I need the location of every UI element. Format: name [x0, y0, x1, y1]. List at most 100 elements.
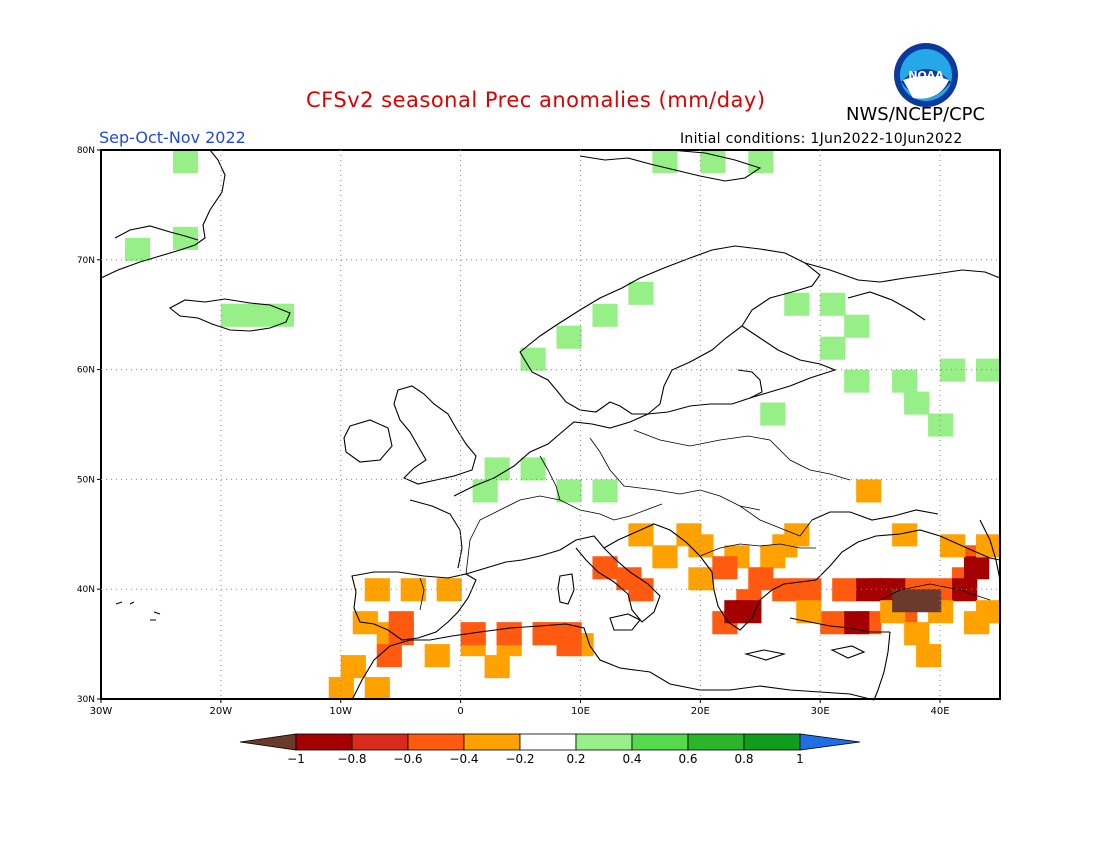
north-africa-coast	[351, 623, 875, 701]
anomaly-cell	[964, 556, 990, 580]
anomaly-cell	[556, 325, 582, 349]
anomaly-cell	[592, 479, 618, 503]
anomaly-cell	[820, 611, 846, 635]
coastlines	[100, 149, 1001, 701]
lat-tick-label: 30N	[77, 695, 95, 705]
anomaly-cell	[772, 578, 798, 602]
anomaly-cell	[760, 402, 786, 426]
anomaly-cell	[652, 545, 678, 569]
lon-tick-label: 20E	[691, 706, 710, 717]
colorbar-label: 1	[796, 752, 804, 766]
colorbar-segment	[407, 733, 465, 751]
caspian-coast	[979, 519, 1001, 581]
balkan-coast	[603, 523, 817, 631]
colorbar-label: 0.8	[734, 752, 753, 766]
anomaly-cell	[520, 347, 546, 371]
anomaly-cell	[820, 292, 846, 316]
black-sea-north	[811, 509, 939, 521]
colorbar-segment	[463, 733, 521, 751]
anomaly-cell	[856, 479, 882, 503]
greenland-coast-2	[114, 225, 199, 241]
lon-tick-label: 30E	[811, 706, 830, 717]
anomaly-cell	[688, 567, 714, 591]
colorbar-label: 0.6	[678, 752, 697, 766]
italy-coast	[559, 535, 661, 623]
anomaly-cell	[520, 457, 546, 481]
axis-ticks: 30W 20W 10W 0 10E 20E 30E 40E 30N 40N 50N 60N 70N 80N	[77, 146, 950, 717]
colorbar-label: −0.6	[393, 752, 422, 766]
iceland-coast	[169, 298, 291, 332]
lon-tick-label: 10W	[329, 706, 352, 717]
anomaly-cell	[628, 281, 654, 305]
colorbar-segment	[687, 733, 745, 751]
colorbar-label: −0.2	[505, 752, 534, 766]
anomaly-cell	[820, 336, 846, 360]
black-sea-coast	[815, 529, 1001, 581]
azores	[115, 601, 161, 621]
anomaly-cell	[892, 589, 918, 613]
anomaly-cell	[376, 644, 402, 668]
colorbar-segment	[575, 733, 633, 751]
sardinia-coast	[557, 573, 575, 605]
season-label: Sep-Oct-Nov 2022	[99, 128, 246, 147]
anomaly-cell	[952, 578, 978, 602]
anomaly-cell	[796, 600, 822, 624]
noaa-logo: NOAA	[894, 43, 958, 107]
anomaly-cell	[676, 523, 702, 547]
cyprus-coast	[830, 645, 866, 659]
map-frame	[100, 149, 1001, 700]
anomaly-cell	[532, 622, 558, 646]
anomaly-cell	[892, 523, 918, 547]
lon-tick-label: 0	[457, 706, 463, 717]
anomaly-cell	[832, 578, 858, 602]
greenland-coast	[100, 149, 226, 279]
anomaly-cell	[124, 237, 151, 261]
anomaly-cell	[748, 150, 774, 174]
atlantic-coast	[453, 413, 649, 497]
colorbar-segment	[743, 733, 801, 751]
scandinavia-coast	[519, 245, 821, 415]
anomaly-cell	[976, 600, 1002, 624]
country-borders	[419, 429, 991, 611]
anomaly-cell	[904, 622, 930, 646]
colorbar-label: −1	[287, 752, 305, 766]
anomaly-cell	[904, 391, 930, 415]
anomaly-cell	[220, 303, 247, 327]
colorbar-segment	[519, 733, 577, 751]
anomaly-cell	[172, 226, 199, 250]
anomaly-cell	[844, 369, 870, 393]
anomaly-cell	[484, 457, 510, 481]
turkey-south-coast	[789, 617, 890, 633]
kola-coast	[804, 262, 1001, 283]
anomaly-cell	[856, 578, 882, 602]
noaa-logo-text: NOAA	[908, 69, 944, 82]
anomaly-cell	[976, 358, 1002, 382]
anomaly-cell	[424, 644, 450, 668]
anomaly-cell	[556, 633, 582, 657]
lat-tick-label: 60N	[77, 366, 95, 376]
levant-coast	[873, 631, 891, 701]
anomaly-cell	[892, 369, 918, 393]
anomaly-cell	[268, 303, 294, 327]
finland-coast	[741, 325, 837, 399]
svalbard-coast	[579, 149, 762, 182]
anomaly-cell	[748, 567, 774, 591]
anomaly-cell	[484, 655, 510, 679]
biscay-coast	[409, 499, 463, 569]
agency-label: NWS/NCEP/CPC	[846, 104, 986, 125]
anomaly-cell	[940, 358, 966, 382]
white-sea-coast	[847, 291, 926, 321]
anomaly-cell	[736, 600, 762, 624]
anomaly-cell	[340, 655, 366, 679]
colorbar-segment	[631, 733, 689, 751]
colorbar-segment	[351, 733, 409, 751]
lon-tick-label: 40E	[931, 706, 950, 717]
anomaly-cell	[172, 150, 199, 174]
anomaly-cell	[364, 677, 390, 701]
anomaly-cell	[712, 556, 738, 580]
anomaly-cell	[328, 677, 354, 701]
anomaly-cell	[928, 413, 954, 437]
anomaly-cell	[364, 578, 390, 602]
